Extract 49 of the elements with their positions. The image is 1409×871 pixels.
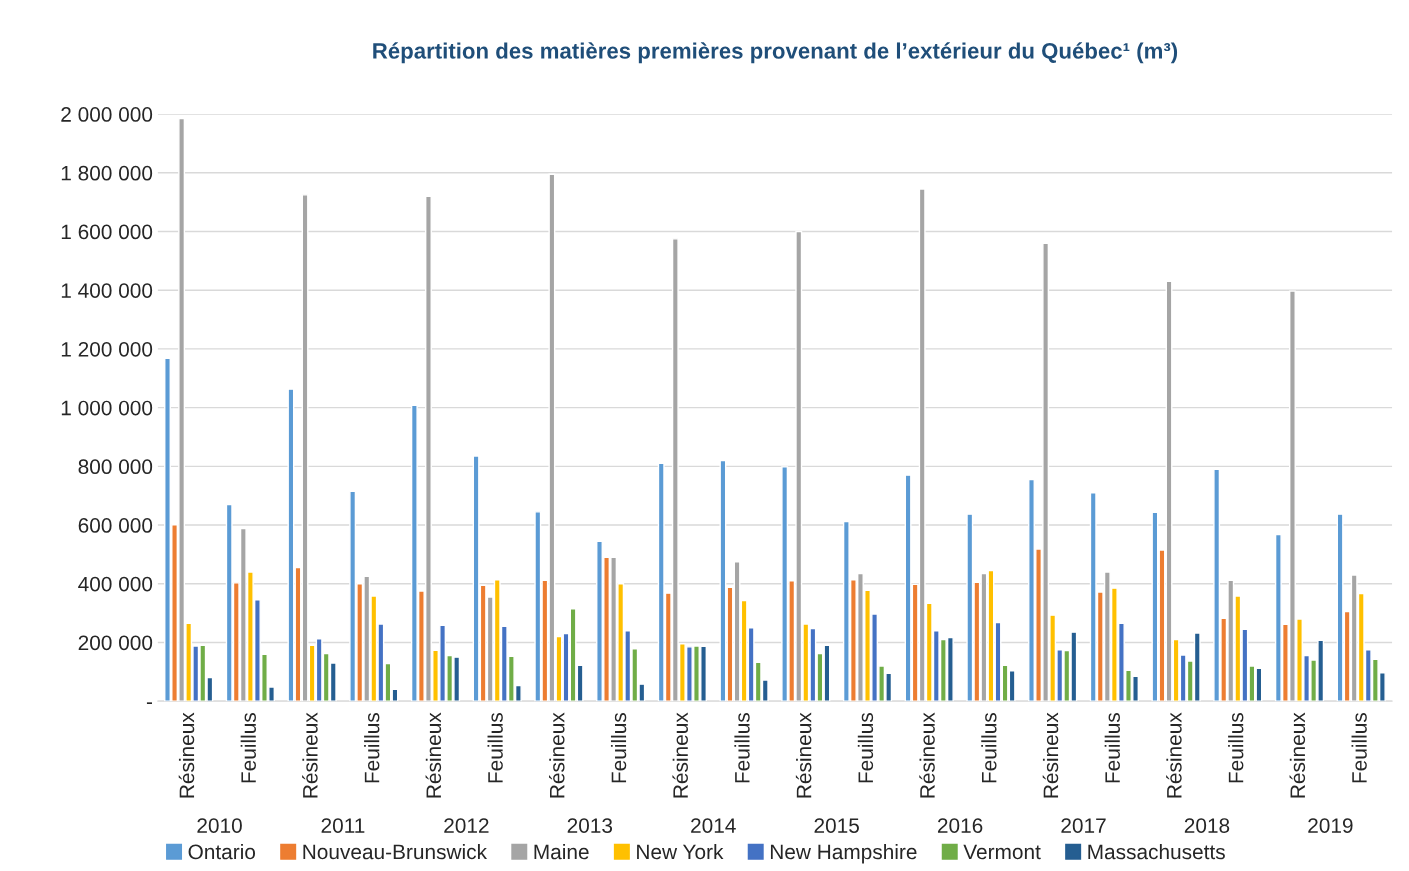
x-tick-label: Feuillus [857, 713, 874, 783]
x-tick-label: Feuillus [1104, 713, 1120, 783]
legend-label: Maine [534, 843, 589, 860]
y-tick-label: 1 200 000 [61, 341, 153, 357]
y-tick-label: - [146, 702, 153, 704]
x-tick-label: Feuillus [734, 713, 750, 783]
y-tick-label: 2 000 000 [61, 107, 153, 122]
x-tick-label: Feuillus [364, 713, 380, 783]
y-tick-label: 600 000 [78, 518, 153, 533]
x-tick-label: Résineux [1042, 712, 1059, 798]
x-tick-label: Résineux [302, 712, 318, 798]
x-tick-label: Résineux [1166, 712, 1182, 798]
y-tick-label: 1 600 000 [61, 224, 153, 240]
x-tick-label: Feuillus [610, 713, 627, 783]
text: 2011 [321, 818, 365, 833]
x-tick-label: Feuillus [1351, 713, 1367, 783]
x-tick-label: Résineux [178, 712, 195, 798]
x-tick-label: Résineux [549, 712, 565, 798]
x-tick-label: Feuillus [1228, 713, 1244, 783]
text: 2017 [1061, 818, 1106, 833]
legend-label: Ontario [188, 843, 256, 860]
chart-title: Répartition des matières premières provenant de l’extérieur du Québec¹ (m³) [373, 42, 1178, 64]
x-tick-label: Feuillus [981, 713, 997, 783]
legend-label: New York [637, 843, 724, 860]
x-tick-label: Feuillus [240, 713, 256, 783]
text: 2010 [197, 818, 242, 833]
legend-label: Vermont [963, 844, 1041, 860]
x-tick-label: Résineux [425, 712, 442, 798]
legend-label: Nouveau-Brunswick [303, 843, 488, 860]
y-tick-label: 400 000 [78, 576, 153, 592]
text: 2018 [1184, 818, 1230, 833]
text: 2014 [691, 818, 736, 833]
y-tick-label: 200 000 [78, 635, 153, 651]
y-tick-label: 1 800 000 [61, 165, 153, 181]
y-tick-label: 1 000 000 [61, 400, 153, 416]
y-tick-label: 800 000 [78, 459, 153, 475]
text: 2019 [1308, 818, 1353, 833]
x-tick-label: Résineux [919, 712, 935, 798]
x-tick-label: Résineux [1289, 712, 1306, 798]
text: 2015 [814, 818, 859, 833]
text: 2012 [444, 818, 489, 833]
legend-label: Massachusetts [1088, 843, 1225, 860]
text: 2016 [937, 818, 983, 833]
x-tick-label: Résineux [672, 712, 688, 798]
y-tick-label: 1 400 000 [61, 283, 153, 298]
x-tick-label: Résineux [795, 712, 812, 798]
text: 2013 [567, 818, 613, 833]
legend-label: New Hampshire [770, 843, 917, 864]
x-tick-label: Feuillus [487, 713, 503, 783]
